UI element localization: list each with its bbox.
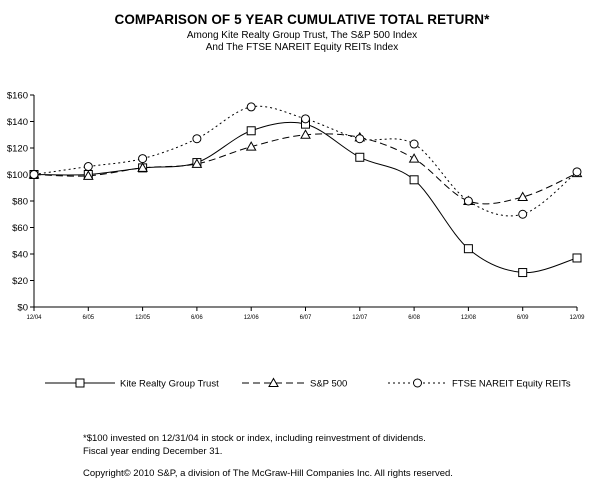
data-point-triangle (137, 162, 148, 172)
data-point-circle (83, 162, 93, 172)
data-point-circle (409, 139, 419, 149)
x-tick-label: 6/06 (191, 315, 203, 321)
data-point-circle (463, 196, 473, 206)
legend-marker-circle (413, 378, 422, 388)
data-point-triangle (82, 170, 94, 180)
y-tick-label: $160 (7, 91, 28, 102)
data-point-triangle (300, 129, 311, 139)
data-point-triangle (408, 153, 420, 163)
data-point-circle (138, 154, 148, 164)
series-line-triangle (33, 133, 578, 205)
legend-marker-square (75, 378, 85, 388)
x-tick-label: 12/06 (244, 315, 260, 321)
legend-label: S&P 500 (310, 379, 347, 390)
chart-title: COMPARISON OF 5 YEAR CUMULATIVE TOTAL RE… (114, 12, 490, 27)
legend-marker-triangle (268, 377, 279, 387)
y-tick-label: $0 (17, 303, 28, 314)
data-point-circle (518, 209, 528, 219)
y-tick-label: $60 (12, 223, 28, 234)
data-point-square (572, 253, 582, 263)
footnote-investment: *$100 invested on 12/31/04 in stock or i… (83, 433, 426, 444)
x-tick-label: 6/09 (517, 315, 529, 321)
data-point-circle (572, 167, 582, 177)
y-tick-label: $20 (12, 276, 28, 287)
data-point-circle (246, 102, 256, 112)
x-tick-label: 12/09 (569, 315, 585, 321)
data-point-circle (301, 114, 310, 124)
data-point-circle (192, 134, 202, 144)
y-tick-label: $40 (12, 250, 28, 261)
data-point-triangle (191, 158, 203, 168)
y-tick-label: $80 (12, 197, 28, 208)
y-tick-label: $140 (7, 117, 28, 128)
data-point-triangle (245, 141, 257, 151)
legend-label: FTSE NAREIT Equity REITs (452, 379, 571, 390)
data-point-circle (355, 134, 365, 144)
x-tick-label: 12/08 (461, 315, 477, 321)
legend-label: Kite Realty Group Trust (120, 379, 219, 390)
y-tick-label: $100 (7, 170, 28, 181)
series-line-square (33, 121, 578, 274)
copyright-notice: Copyright© 2010 S&P, a division of The M… (83, 468, 453, 479)
x-tick-label: 6/07 (300, 315, 312, 321)
data-point-square (355, 152, 365, 162)
data-point-square (246, 126, 256, 136)
data-point-square (463, 244, 473, 254)
x-tick-label: 12/04 (26, 315, 42, 321)
x-tick-label: 6/08 (408, 315, 420, 321)
data-point-triangle (517, 191, 529, 202)
x-tick-label: 12/05 (135, 315, 151, 321)
chart-subtitle-line-2: And The FTSE NAREIT Equity REITs Index (205, 42, 399, 53)
x-tick-label: 6/05 (82, 315, 94, 321)
x-tick-label: 12/07 (352, 315, 368, 321)
chart-subtitle-line-1: Among Kite Realty Group Trust, The S&P 5… (186, 30, 418, 41)
y-tick-label: $120 (7, 144, 28, 155)
data-point-circle (29, 170, 39, 179)
data-point-square (518, 268, 528, 278)
footnote-fiscal-year: Fiscal year ending December 31. (83, 446, 223, 457)
data-point-square (409, 175, 419, 185)
